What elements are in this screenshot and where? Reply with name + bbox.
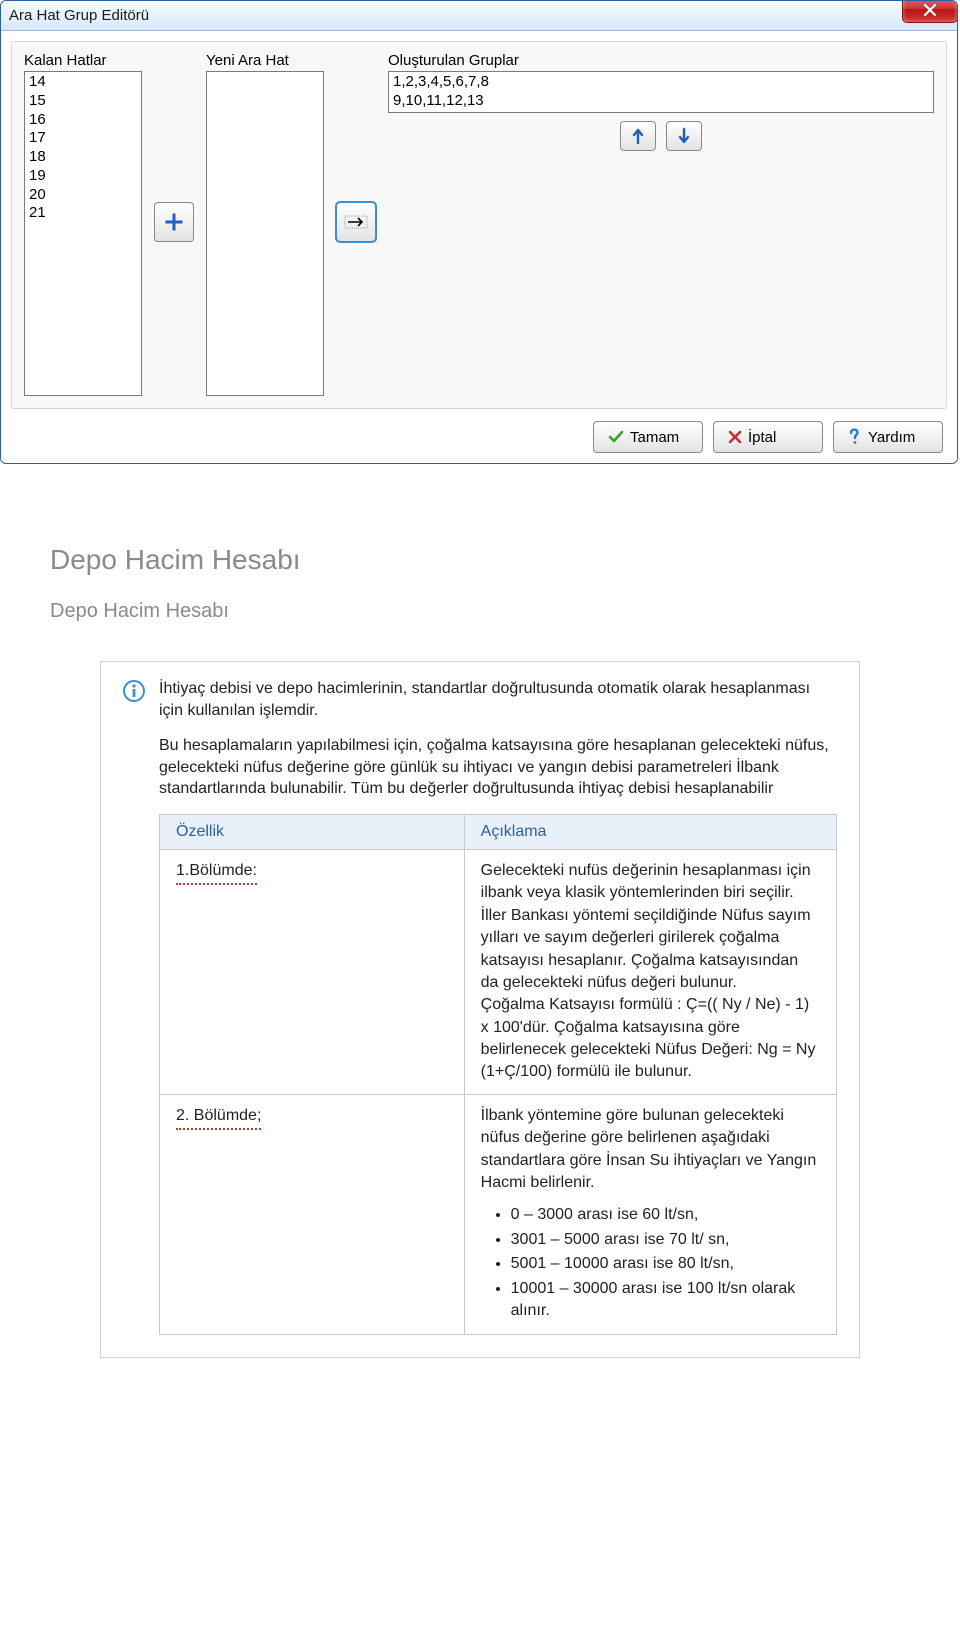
group-frame: Kalan Hatlar 1415161718192021 Yeni Ara H… [11, 41, 947, 409]
feature-label: 2. Bölümde; [176, 1105, 261, 1130]
info-text-block: İhtiyaç debisi ve depo hacimlerinin, sta… [159, 678, 837, 1335]
list-item[interactable]: 19 [29, 167, 137, 186]
kalan-column: Kalan Hatlar 1415161718192021 [24, 52, 142, 396]
gruplar-listbox[interactable]: 1,2,3,4,5,6,7,89,10,11,12,13 [388, 71, 934, 113]
kalan-listbox[interactable]: 1415161718192021 [24, 71, 142, 396]
move-down-button[interactable] [666, 121, 702, 151]
bullet-list: 0 – 3000 arası ise 60 lt/sn, 3001 – 5000 … [481, 1204, 820, 1322]
list-item: 5001 – 10000 arası ise 80 lt/sn, [511, 1253, 820, 1275]
question-icon [848, 428, 862, 446]
arrow-down-icon [677, 127, 691, 145]
list-item: 3001 – 5000 arası ise 70 lt/ sn, [511, 1229, 820, 1251]
table-header-feature: Özellik [160, 814, 465, 849]
arrow-right-icon [344, 215, 368, 229]
feature-cell: 2. Bölümde; [160, 1094, 465, 1335]
plus-icon [165, 213, 183, 231]
list-item[interactable]: 9,10,11,12,13 [393, 92, 929, 111]
list-item[interactable]: 14 [29, 73, 137, 92]
close-button[interactable] [902, 0, 958, 23]
list-item[interactable]: 21 [29, 204, 137, 223]
table-header-desc: Açıklama [464, 814, 836, 849]
intro-paragraph-2: Bu hesaplamaların yapılabilmesi için, ço… [159, 735, 837, 800]
window-title: Ara Hat Grup Editörü [9, 7, 949, 24]
table-row: 2. Bölümde; İlbank yöntemine göre buluna… [160, 1094, 837, 1335]
dialog-body: Kalan Hatlar 1415161718192021 Yeni Ara H… [1, 31, 957, 463]
yeni-column: Yeni Ara Hat [206, 52, 324, 396]
yeni-listbox[interactable] [206, 71, 324, 396]
help-button[interactable]: Yardım [833, 421, 943, 453]
help-label: Yardım [868, 429, 915, 446]
move-up-button[interactable] [620, 121, 656, 151]
check-icon [608, 429, 624, 445]
cancel-label: İptal [748, 429, 776, 446]
table-row: 1.Bölümde: Gelecekteki nufüs değerinin he… [160, 849, 837, 1094]
info-head: İhtiyaç debisi ve depo hacimlerinin, sta… [123, 678, 837, 1335]
info-panel: İhtiyaç debisi ve depo hacimlerinin, sta… [100, 661, 860, 1358]
add-button[interactable] [154, 202, 194, 242]
dialog-window: Ara Hat Grup Editörü Kalan Hatlar 141516… [0, 0, 958, 464]
list-item[interactable]: 18 [29, 148, 137, 167]
list-item[interactable]: 1,2,3,4,5,6,7,8 [393, 73, 929, 92]
properties-table: Özellik Açıklama 1.Bölümde: Gelecekteki n… [159, 814, 837, 1335]
description-cell: Gelecekteki nufüs değerinin hesaplanması… [464, 849, 836, 1094]
description-cell: İlbank yöntemine göre bulunan gelecektek… [464, 1094, 836, 1335]
yeni-label: Yeni Ara Hat [206, 52, 324, 69]
arrow-up-icon [631, 127, 645, 145]
reorder-row [388, 121, 934, 151]
feature-label: 1.Bölümde: [176, 860, 257, 885]
gruplar-label: Oluşturulan Gruplar [388, 52, 934, 69]
feature-cell: 1.Bölümde: [160, 849, 465, 1094]
kalan-label: Kalan Hatlar [24, 52, 142, 69]
list-item[interactable]: 15 [29, 92, 137, 111]
arrow-right-column [336, 52, 376, 377]
x-icon [728, 430, 742, 444]
ok-label: Tamam [630, 429, 679, 446]
titlebar: Ara Hat Grup Editörü [1, 1, 957, 31]
list-item: 0 – 3000 arası ise 60 lt/sn, [511, 1204, 820, 1226]
intro-paragraph-1: İhtiyaç debisi ve depo hacimlerinin, sta… [159, 678, 837, 721]
cancel-button[interactable]: İptal [713, 421, 823, 453]
close-icon [923, 3, 937, 17]
dialog-button-row: Tamam İptal Yardım [11, 421, 947, 453]
list-item: 10001 – 30000 arası ise 100 lt/sn olarak… [511, 1278, 820, 1323]
list-item[interactable]: 20 [29, 186, 137, 205]
gruplar-column: Oluşturulan Gruplar 1,2,3,4,5,6,7,89,10,… [388, 52, 934, 151]
ok-button[interactable]: Tamam [593, 421, 703, 453]
list-item[interactable]: 17 [29, 129, 137, 148]
move-right-button[interactable] [336, 202, 376, 242]
list-item[interactable]: 16 [29, 111, 137, 130]
page-heading: Depo Hacim Hesabı [0, 514, 960, 582]
page-subheading: Depo Hacim Hesabı [0, 582, 960, 651]
plus-button-column [154, 52, 194, 377]
info-icon [123, 680, 145, 702]
